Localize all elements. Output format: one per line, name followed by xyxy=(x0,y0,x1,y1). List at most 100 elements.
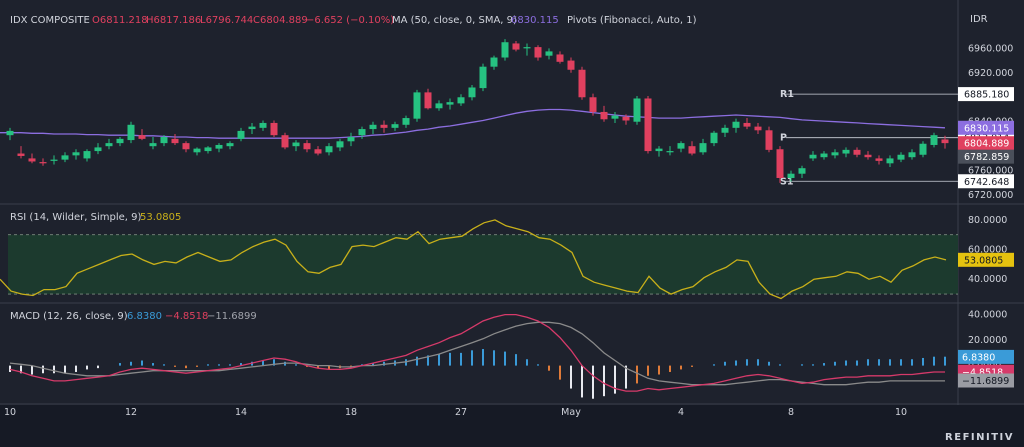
candle-body xyxy=(259,122,267,128)
price-badge-text: 6804.889 xyxy=(964,139,1009,150)
candle-body xyxy=(688,146,696,154)
candle-body xyxy=(842,149,850,154)
open-value: O6811.218 xyxy=(92,15,148,26)
candle-body xyxy=(116,138,124,144)
candle xyxy=(94,143,102,155)
candle xyxy=(171,133,179,145)
macd-hist-bar xyxy=(823,363,825,366)
macd-hist-bar xyxy=(53,365,55,374)
rsi-tick-label: 80.0000 xyxy=(968,215,1007,226)
macd-hist-bar xyxy=(625,365,627,389)
macd-badge-signal xyxy=(958,373,1014,388)
chart-frame xyxy=(0,0,1024,405)
macd-badge-text: −4.8518 xyxy=(962,367,1003,378)
candle xyxy=(39,158,47,166)
candle xyxy=(446,98,454,110)
candle-body xyxy=(930,135,938,145)
candle xyxy=(776,146,784,183)
macd-hist-bar xyxy=(779,364,781,366)
candle xyxy=(402,115,410,128)
candle xyxy=(501,39,509,61)
macd-hist-bar xyxy=(229,364,231,366)
macd-hist-bar xyxy=(174,365,176,367)
x-tick-label: 18 xyxy=(345,407,357,418)
refinitiv-logo: REFINITIV xyxy=(945,432,1014,443)
candle-body xyxy=(292,142,300,147)
candle xyxy=(325,143,333,156)
rsi-badge-text: 53.0805 xyxy=(964,255,1003,266)
candle-body xyxy=(589,97,597,112)
macd-hist-bar xyxy=(9,365,11,372)
candle xyxy=(314,146,322,156)
macd-hist-bar xyxy=(559,365,561,380)
candle xyxy=(798,165,806,178)
candle-body xyxy=(490,57,498,67)
macd-tick-label: 40.0000 xyxy=(968,310,1007,321)
macd-hist-bar xyxy=(350,365,352,367)
macd-label: MACD (12, 26, close, 9) xyxy=(10,311,128,322)
candle xyxy=(215,143,223,153)
candle xyxy=(512,41,520,52)
macd-hist-bar xyxy=(933,356,935,366)
macd-signal-value: −11.6899 xyxy=(207,311,257,322)
candle xyxy=(743,118,751,130)
macd-hist-bar xyxy=(218,364,220,366)
candle-body xyxy=(237,130,245,139)
candle xyxy=(479,63,487,92)
candle-body xyxy=(798,168,806,174)
candle-body xyxy=(754,126,762,131)
candle-body xyxy=(721,127,729,133)
candle-body xyxy=(875,158,883,161)
pivot-badge-text: 6885.180 xyxy=(964,90,1009,101)
candle xyxy=(336,138,344,152)
ma-label: MA (50, close, 0, SMA, 9) xyxy=(392,15,517,26)
macd-hist-bar xyxy=(152,363,154,366)
candle-body xyxy=(655,148,663,152)
macd-hist-bar xyxy=(262,360,264,366)
candle-body xyxy=(622,116,630,121)
candle xyxy=(754,122,762,134)
candle-body xyxy=(358,129,366,136)
candle xyxy=(138,129,146,141)
rsi-panel xyxy=(0,219,947,300)
candle-body xyxy=(446,102,454,105)
macd-badge-text: −11.6899 xyxy=(962,376,1009,387)
macd-hist-bar xyxy=(196,365,198,367)
low-value: L6796.744 xyxy=(200,15,253,26)
ma-line xyxy=(0,108,946,139)
macd-hist-bar xyxy=(735,360,737,366)
rsi-badge xyxy=(958,252,1014,267)
macd-hist-bar xyxy=(328,365,330,370)
candle-body xyxy=(468,87,476,98)
candle-body xyxy=(578,69,586,98)
candle xyxy=(259,120,267,131)
candle xyxy=(248,122,256,134)
macd-hist-bar xyxy=(471,350,473,366)
macd-hist-bar xyxy=(636,365,638,384)
price-badge-text: 6782.859 xyxy=(964,152,1009,163)
candle-body xyxy=(61,155,69,160)
axes: 6720.0006760.0006800.0006840.0006880.000… xyxy=(4,43,1014,418)
candle xyxy=(853,147,861,158)
candle-body xyxy=(435,103,443,109)
candle xyxy=(908,149,916,160)
macd-hist-bar xyxy=(97,365,99,369)
candle-body xyxy=(809,154,817,159)
candle xyxy=(182,141,190,153)
candle xyxy=(919,141,927,158)
macd-hist-bar xyxy=(416,356,418,366)
price-badge-text: 6830.115 xyxy=(964,123,1009,134)
candle xyxy=(490,55,498,70)
candle-body xyxy=(226,143,234,147)
macd-hist-bar xyxy=(658,365,660,375)
candle-body xyxy=(853,149,861,155)
candle-body xyxy=(347,137,355,142)
rsi-value: 53.0805 xyxy=(140,212,181,223)
price-tick-label: 6960.000 xyxy=(968,43,1013,54)
candle-body xyxy=(919,143,927,155)
macd-hist-bar xyxy=(460,352,462,366)
candle xyxy=(765,126,773,153)
candle-body xyxy=(215,144,223,149)
price-tick-label: 6920.000 xyxy=(968,68,1013,79)
candle xyxy=(545,48,553,60)
